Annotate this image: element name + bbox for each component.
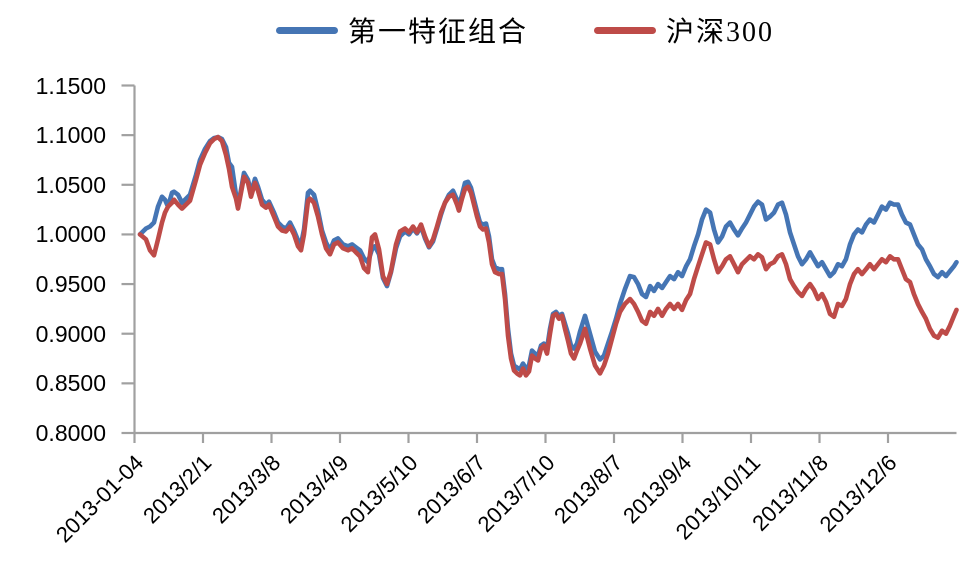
- y-tick-label: 1.1000: [35, 122, 106, 149]
- legend-item-hs300: 沪深300: [594, 10, 774, 50]
- y-tick-label: 0.9000: [35, 320, 106, 347]
- legend-label-first-factor: 第一特征组合: [348, 17, 529, 48]
- legend-line-swatch-red: [594, 26, 657, 34]
- axis-lines: [133, 85, 957, 435]
- y-tick-label: 0.8000: [35, 420, 106, 446]
- y-tick-label: 1.0000: [35, 221, 106, 248]
- y-tick-label: 1.0500: [35, 171, 106, 198]
- y-tick-label: 1.1500: [35, 72, 106, 99]
- legend: 第一特征组合 沪深300: [276, 10, 774, 50]
- legend-line-swatch-blue: [276, 26, 338, 34]
- legend-label-hs300: 沪深300: [666, 17, 775, 48]
- y-tick-label: 0.9500: [35, 271, 106, 298]
- series-line-hs300: [137, 134, 959, 378]
- y-tick-label: 0.8500: [35, 370, 106, 397]
- legend-item-first-factor: 第一特征组合: [276, 10, 528, 50]
